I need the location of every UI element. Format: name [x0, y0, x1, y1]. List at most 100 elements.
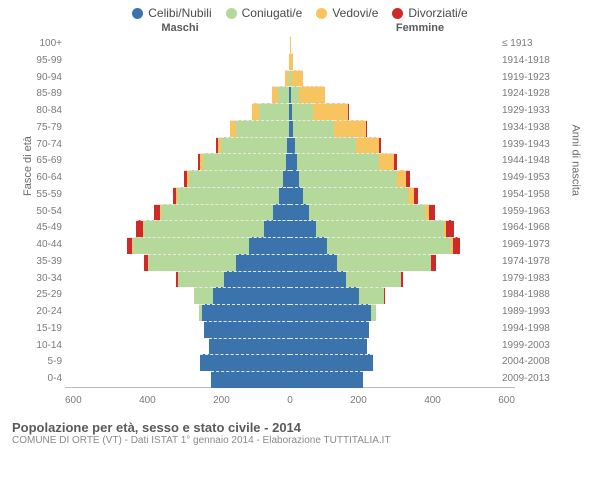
birth-label: 1914-1918	[499, 53, 562, 70]
axis-right-title: Anni di nascita	[570, 124, 582, 196]
age-label: 30-34	[20, 271, 65, 288]
male-half	[65, 103, 290, 119]
bar-segment	[178, 187, 279, 204]
bar-segment	[406, 170, 410, 187]
bar-row	[65, 237, 515, 253]
male-half	[65, 354, 290, 370]
bar-segment	[334, 120, 366, 137]
age-label: 20-24	[20, 304, 65, 321]
female-half	[290, 187, 515, 203]
bar-row	[65, 204, 515, 220]
birth-label: 1959-1963	[499, 204, 562, 221]
bar-segment	[379, 137, 381, 154]
swatch-icon	[132, 8, 143, 19]
male-half	[65, 36, 290, 52]
male-half	[65, 254, 290, 270]
female-half	[290, 36, 515, 52]
bar-segment	[346, 271, 400, 288]
bar-segment	[200, 354, 290, 371]
age-label: 40-44	[20, 237, 65, 254]
bar-segment	[431, 254, 436, 271]
swatch-icon	[226, 8, 237, 19]
bar-segment	[189, 170, 283, 187]
bar-segment	[292, 70, 303, 87]
male-half	[65, 170, 290, 186]
age-label: 60-64	[20, 170, 65, 187]
bar-segment	[290, 321, 369, 338]
bar-segment	[292, 103, 313, 120]
female-half	[290, 70, 515, 86]
bar-segment	[290, 204, 309, 221]
female-half	[290, 304, 515, 320]
female-half	[290, 86, 515, 102]
bar-segment	[264, 220, 290, 237]
pyramid-chart: Fasce di età Anni di nascita 60040020002…	[20, 36, 580, 416]
bar-row	[65, 86, 515, 102]
bar-segment	[136, 220, 143, 237]
x-tick: 600	[65, 395, 82, 406]
header-male: Maschi	[60, 22, 300, 34]
birth-label: 1929-1933	[499, 103, 562, 120]
female-half	[290, 354, 515, 370]
bar-row	[65, 304, 515, 320]
legend-item: Coniugati/e	[226, 6, 303, 20]
bar-segment	[295, 137, 357, 154]
bar-segment	[290, 271, 346, 288]
birth-label: 1949-1953	[499, 170, 562, 187]
birth-label: 1919-1923	[499, 70, 562, 87]
bar-segment	[290, 304, 371, 321]
age-label: 85-89	[20, 86, 65, 103]
bar-segment	[348, 103, 349, 120]
bar-segment	[290, 187, 303, 204]
bar-row	[65, 287, 515, 303]
bar-segment	[213, 287, 290, 304]
bar-row	[65, 103, 515, 119]
bar-segment	[293, 120, 334, 137]
bar-segment	[290, 287, 359, 304]
female-half	[290, 170, 515, 186]
female-half	[290, 120, 515, 136]
bar-segment	[236, 120, 289, 137]
swatch-icon	[392, 8, 403, 19]
age-label: 90-94	[20, 70, 65, 87]
male-half	[65, 187, 290, 203]
age-label: 25-29	[20, 287, 65, 304]
bar-segment	[327, 237, 451, 254]
male-half	[65, 204, 290, 220]
birth-label: 1984-1988	[499, 287, 562, 304]
header-female: Femmine	[300, 22, 540, 34]
bar-segment	[384, 287, 385, 304]
male-half	[65, 70, 290, 86]
birth-label: 1999-2003	[499, 338, 562, 355]
legend: Celibi/NubiliConiugati/eVedovi/eDivorzia…	[0, 0, 600, 22]
birth-label: 1979-1983	[499, 271, 562, 288]
birth-label: 2009-2013	[499, 371, 562, 388]
male-half	[65, 137, 290, 153]
bar-segment	[202, 304, 290, 321]
female-half	[290, 338, 515, 354]
bar-segment	[290, 354, 373, 371]
bar-segment	[279, 187, 290, 204]
x-tick: 600	[498, 395, 515, 406]
bar-segment	[178, 271, 225, 288]
bar-segment	[290, 338, 367, 355]
age-label: 80-84	[20, 103, 65, 120]
male-half	[65, 237, 290, 253]
female-half	[290, 137, 515, 153]
x-tick: 400	[139, 395, 156, 406]
bar-segment	[359, 287, 383, 304]
bar-segment	[394, 153, 397, 170]
bar-row	[65, 153, 515, 169]
age-label: 35-39	[20, 254, 65, 271]
bar-segment	[259, 103, 289, 120]
birth-label: 1974-1978	[499, 254, 562, 271]
birth-label: 1954-1958	[499, 187, 562, 204]
bar-row	[65, 187, 515, 203]
bar-segment	[204, 321, 290, 338]
birth-label: 1969-1973	[499, 237, 562, 254]
bar-row	[65, 70, 515, 86]
bar-segment	[414, 187, 419, 204]
birth-label: 1944-1948	[499, 153, 562, 170]
age-label: 100+	[20, 36, 65, 53]
bar-segment	[429, 204, 436, 221]
